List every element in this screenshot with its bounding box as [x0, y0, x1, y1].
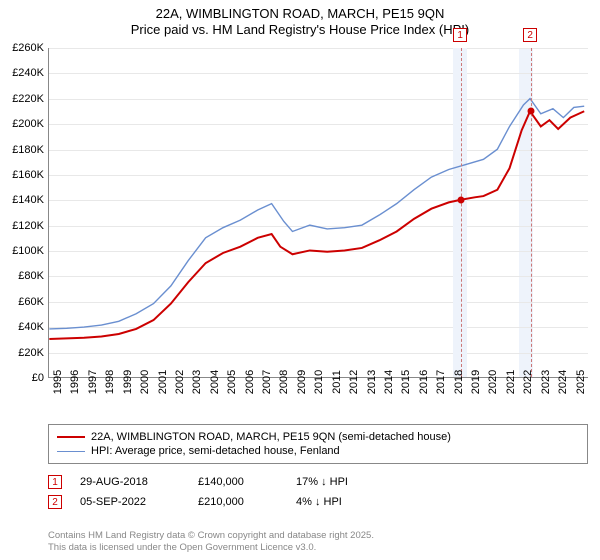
sale-hpi-delta: 4% ↓ HPI: [296, 496, 342, 508]
sale-point-dot: [458, 197, 465, 204]
chart-title: 22A, WIMBLINGTON ROAD, MARCH, PE15 9QN P…: [0, 0, 600, 37]
legend-box: 22A, WIMBLINGTON ROAD, MARCH, PE15 9QN (…: [48, 424, 588, 464]
y-axis-label: £0: [6, 372, 44, 384]
chart-lines-svg: [49, 48, 588, 377]
y-axis-label: £220K: [6, 93, 44, 105]
y-axis-label: £260K: [6, 42, 44, 54]
event-marker: 2: [523, 28, 537, 42]
y-axis-label: £100K: [6, 245, 44, 257]
y-axis-label: £140K: [6, 194, 44, 206]
y-axis-label: £120K: [6, 220, 44, 232]
series-line-hpi: [49, 99, 584, 329]
legend-item: HPI: Average price, semi-detached house,…: [57, 444, 579, 458]
title-line-1: 22A, WIMBLINGTON ROAD, MARCH, PE15 9QN: [0, 6, 600, 22]
y-axis-label: £40K: [6, 321, 44, 333]
y-axis-label: £240K: [6, 67, 44, 79]
sale-row: 1 29-AUG-2018 £140,000 17% ↓ HPI: [48, 472, 588, 492]
event-vline: [461, 48, 462, 377]
legend-swatch: [57, 436, 85, 438]
sale-date: 29-AUG-2018: [80, 476, 180, 488]
y-axis-label: £80K: [6, 270, 44, 282]
footer-attribution: Contains HM Land Registry data © Crown c…: [48, 530, 374, 554]
legend-label: 22A, WIMBLINGTON ROAD, MARCH, PE15 9QN (…: [91, 431, 451, 443]
sale-price: £210,000: [198, 496, 278, 508]
sale-row: 2 05-SEP-2022 £210,000 4% ↓ HPI: [48, 492, 588, 512]
legend-label: HPI: Average price, semi-detached house,…: [91, 445, 340, 457]
sale-point-dot: [528, 108, 535, 115]
y-axis-label: £60K: [6, 296, 44, 308]
series-line-price_paid: [49, 111, 584, 339]
y-axis-label: £20K: [6, 347, 44, 359]
event-marker: 1: [453, 28, 467, 42]
plot-area: [48, 48, 588, 378]
sales-table: 1 29-AUG-2018 £140,000 17% ↓ HPI 2 05-SEP-202…: [48, 472, 588, 512]
chart-area: £0 £20K £40K £60K £80K £100K £120K £140K £160K £1…: [6, 44, 594, 414]
legend-swatch: [57, 451, 85, 452]
sale-marker-box: 1: [48, 475, 62, 489]
x-axis-label: 2025: [575, 370, 600, 394]
y-axis-label: £180K: [6, 144, 44, 156]
footer-line-1: Contains HM Land Registry data © Crown c…: [48, 530, 374, 542]
title-line-2: Price paid vs. HM Land Registry's House …: [0, 22, 600, 38]
sale-price: £140,000: [198, 476, 278, 488]
sale-hpi-delta: 17% ↓ HPI: [296, 476, 348, 488]
sale-date: 05-SEP-2022: [80, 496, 180, 508]
y-axis-label: £160K: [6, 169, 44, 181]
y-axis-label: £200K: [6, 118, 44, 130]
footer-line-2: This data is licensed under the Open Gov…: [48, 542, 374, 554]
legend-item: 22A, WIMBLINGTON ROAD, MARCH, PE15 9QN (…: [57, 430, 579, 444]
event-vline: [531, 48, 532, 377]
sale-marker-box: 2: [48, 495, 62, 509]
